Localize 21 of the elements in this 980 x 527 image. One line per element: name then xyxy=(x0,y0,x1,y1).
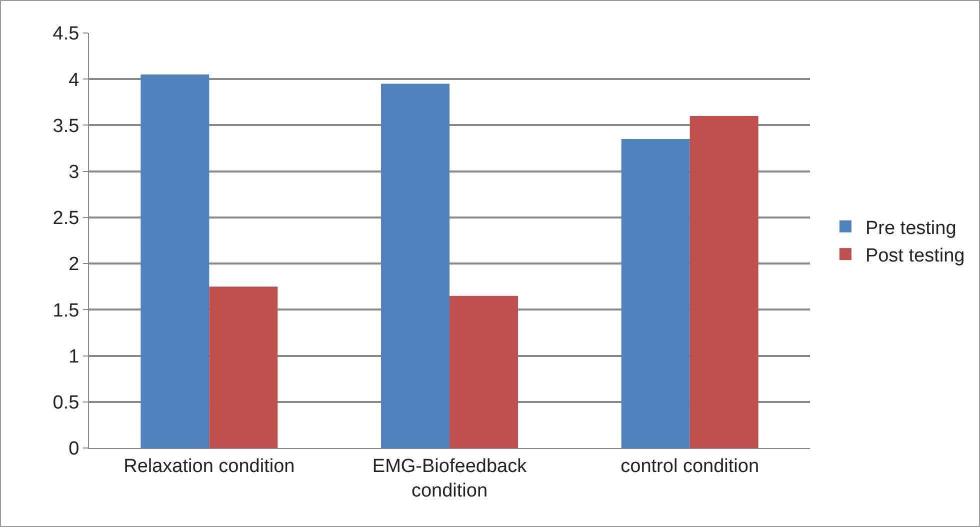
y-tick-label: 2.5 xyxy=(52,208,80,230)
bar xyxy=(140,74,210,448)
y-tick-label: 4 xyxy=(68,70,80,91)
x-tick-label: EMG-Biofeedback condition xyxy=(372,456,528,502)
bar xyxy=(381,84,450,448)
y-tick-label: 0 xyxy=(68,438,80,460)
y-tick-label: 4.5 xyxy=(52,24,80,45)
bar xyxy=(690,116,758,448)
x-tick-label: control condition xyxy=(620,456,760,477)
x-tick-label: Relaxation condition xyxy=(124,456,295,477)
legend-label: Pre testing xyxy=(865,218,956,239)
y-tick-label: 1.5 xyxy=(52,300,80,322)
bar xyxy=(450,296,518,448)
y-tick-label: 2 xyxy=(68,254,80,276)
y-tick-label: 3 xyxy=(68,162,80,183)
y-tick-label: 1 xyxy=(68,346,80,368)
y-tick-label: 3.5 xyxy=(52,116,80,137)
y-tick-label: 0.5 xyxy=(52,392,80,414)
bar xyxy=(209,286,278,448)
bar xyxy=(621,139,690,448)
legend-label: Post testing xyxy=(865,245,965,266)
